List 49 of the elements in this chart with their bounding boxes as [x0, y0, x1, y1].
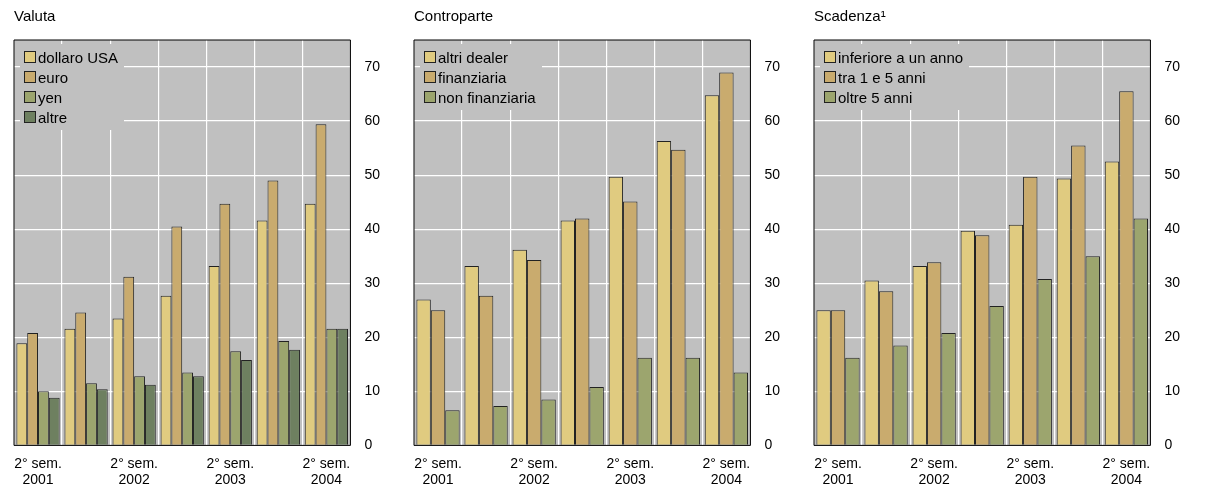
chart-title: Valuta [14, 7, 57, 25]
y-tick-label: 30 [764, 274, 781, 291]
legend-label: inferiore a un anno [838, 48, 964, 66]
y-tick-label: 20 [764, 328, 781, 345]
x-tick-label: 2° sem. 2002 [110, 454, 158, 488]
y-tick-label: 0 [364, 436, 373, 453]
legend-label: altre [38, 108, 68, 126]
y-tick-label: 0 [764, 436, 773, 453]
y-tick-label: 20 [1164, 328, 1181, 345]
y-tick-label: 50 [1164, 165, 1181, 182]
y-tick-label: 0 [1164, 436, 1173, 453]
x-tick-label: 2° sem. 2001 [414, 454, 462, 488]
x-tick-label: 2° sem. 2004 [302, 454, 351, 488]
legend-label: dollaro USA [38, 48, 119, 66]
x-tick-label: 2° sem. 2002 [510, 454, 558, 488]
x-tick-label: 2° sem. 2001 [814, 454, 862, 488]
legend-label: altri dealer [438, 48, 509, 66]
x-tick-label: 2° sem. 2003 [206, 454, 255, 488]
y-tick-label: 30 [1164, 274, 1181, 291]
y-tick-label: 30 [364, 274, 381, 291]
x-tick-label: 2° sem. 2003 [1006, 454, 1055, 488]
y-tick-label: 40 [364, 220, 381, 237]
y-tick-label: 50 [764, 165, 781, 182]
x-tick-label: 2° sem. 2004 [702, 454, 751, 488]
legend-label: yen [38, 88, 63, 106]
x-tick-label: 2° sem. 2001 [14, 454, 62, 488]
legend-label: tra 1 e 5 anni [838, 68, 926, 86]
legend-label: euro [38, 68, 69, 86]
legend-label: oltre 5 anni [838, 88, 913, 106]
chart-title: Scadenza¹ [814, 7, 886, 25]
y-tick-label: 10 [364, 382, 381, 399]
y-tick-label: 60 [1164, 111, 1181, 128]
x-tick-label: 2° sem. 2004 [1102, 454, 1151, 488]
y-tick-label: 60 [764, 111, 781, 128]
legend-label: finanziaria [438, 68, 507, 86]
chart-title: Controparte [414, 7, 494, 25]
y-tick-label: 10 [764, 382, 781, 399]
x-tick-label: 2° sem. 2003 [606, 454, 655, 488]
x-tick-label: 2° sem. 2002 [910, 454, 958, 488]
y-tick-label: 10 [1164, 382, 1181, 399]
y-tick-label: 70 [1164, 57, 1181, 74]
y-tick-label: 40 [1164, 220, 1181, 237]
y-tick-label: 50 [364, 165, 381, 182]
legend-label: non finanziaria [438, 88, 536, 106]
y-tick-label: 60 [364, 111, 381, 128]
y-tick-label: 20 [364, 328, 381, 345]
y-tick-label: 70 [364, 57, 381, 74]
y-tick-label: 40 [764, 220, 781, 237]
y-tick-label: 70 [764, 57, 781, 74]
